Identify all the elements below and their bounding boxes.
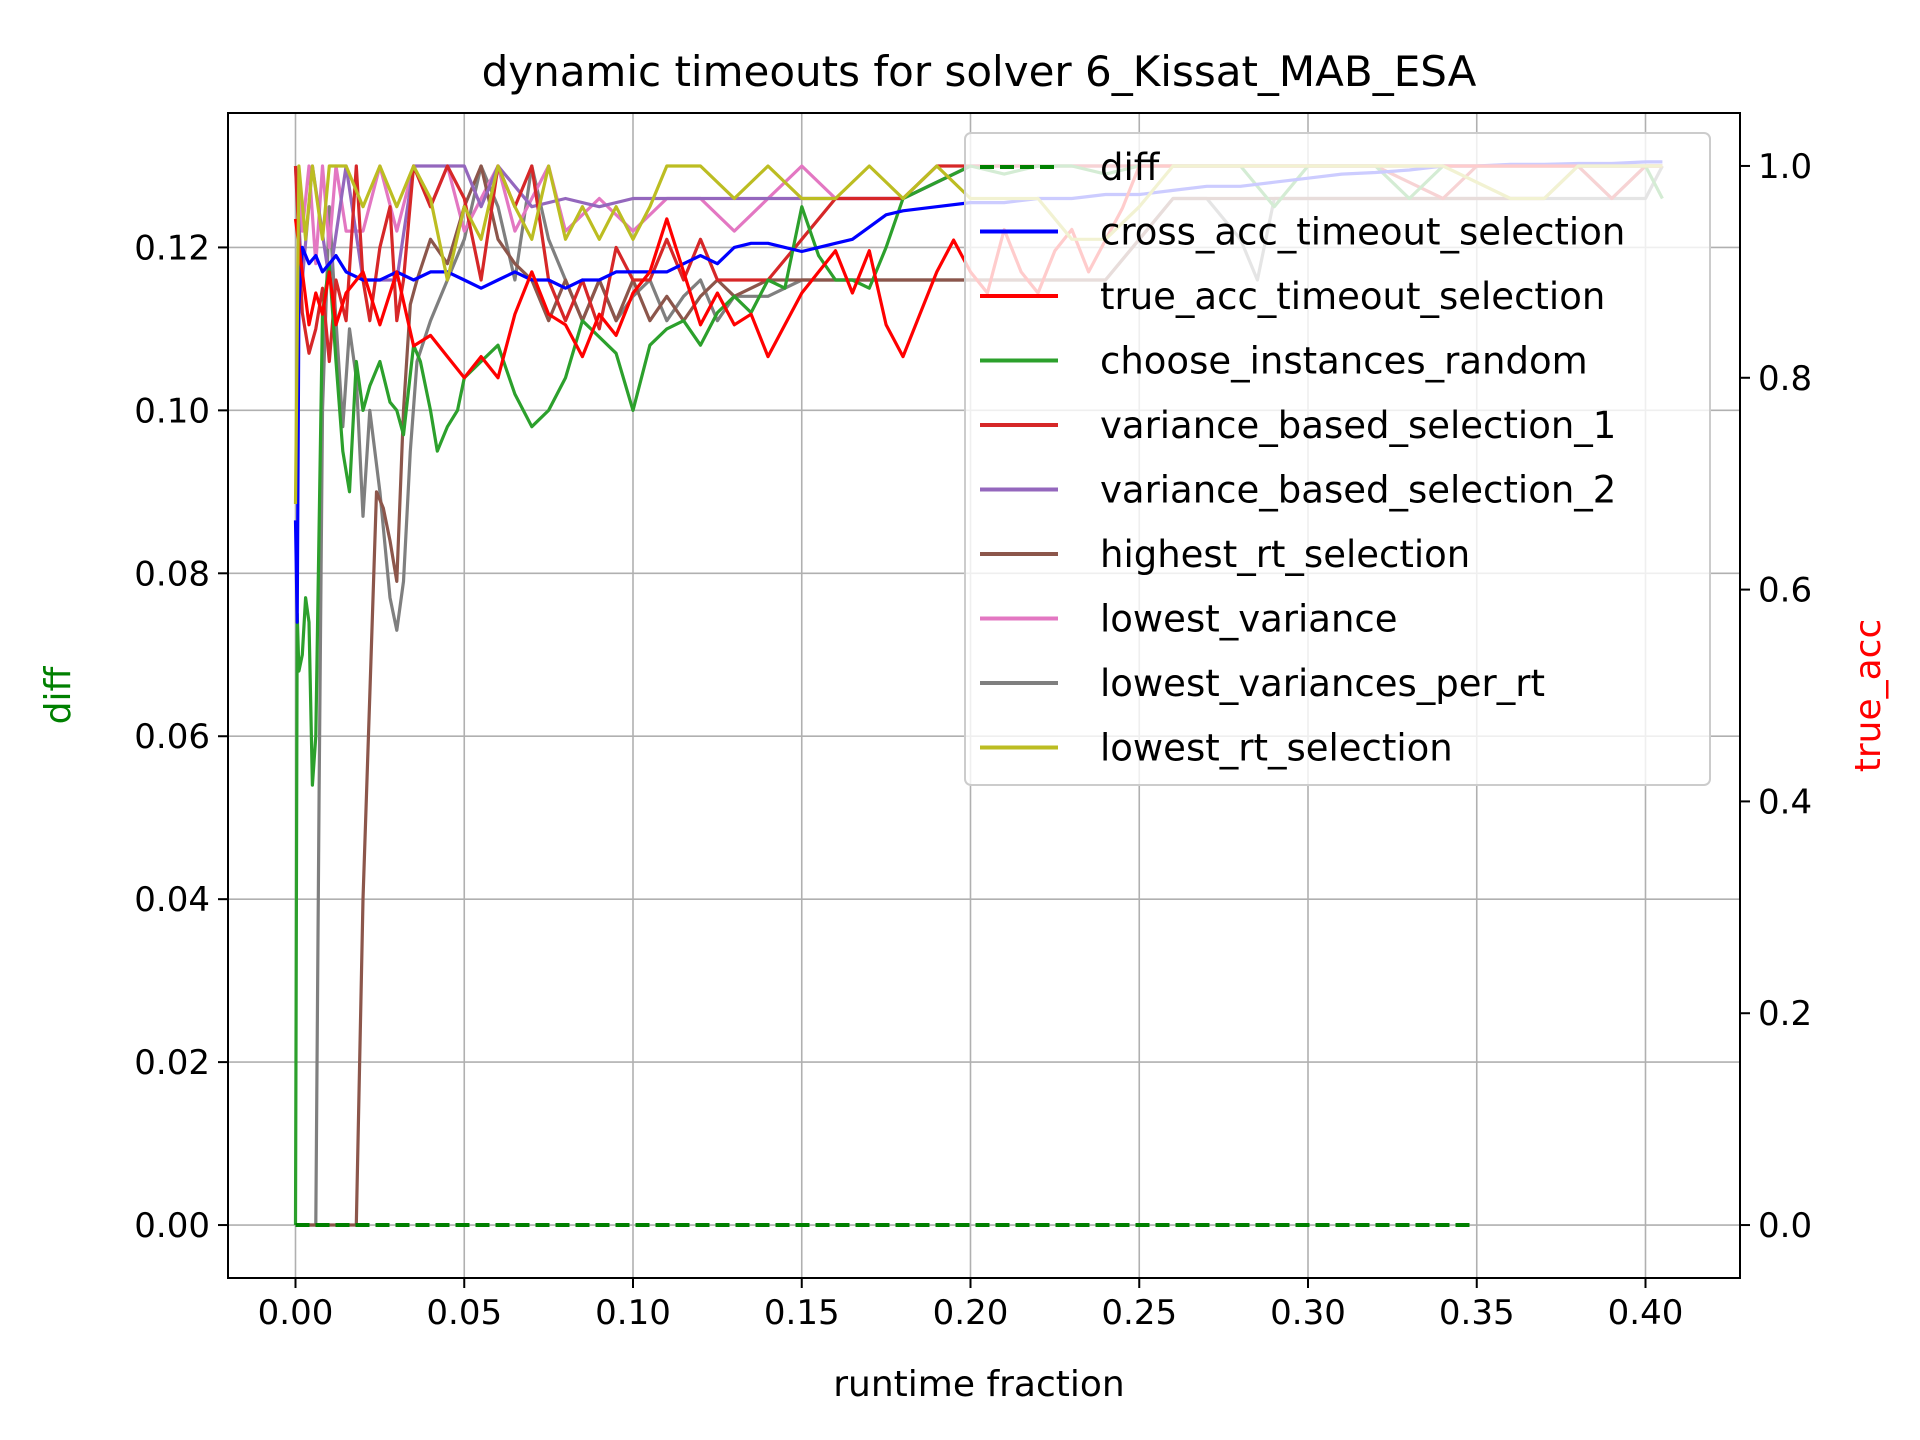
x-tick-label: 0.10 xyxy=(595,1293,671,1333)
legend: diff cross_acc_timeout_selection true_acc_… xyxy=(964,132,1711,786)
legend-label: lowest_variances_per_rt xyxy=(1100,662,1545,705)
x-tick-label: 0.35 xyxy=(1439,1293,1515,1333)
x-axis-label: runtime fraction xyxy=(833,1364,1125,1405)
y-left-tick-label: 0.10 xyxy=(134,391,210,431)
plot-frame xyxy=(227,112,1741,1279)
y-left-tick-label: 0.12 xyxy=(134,228,210,268)
y-right-tick-label: 0.8 xyxy=(1758,359,1812,399)
y-right-tick-label: 0.0 xyxy=(1758,1206,1812,1246)
legend-label: variance_based_selection_1 xyxy=(1100,404,1616,447)
y-axis-left-label: diff xyxy=(38,665,79,724)
legend-label: cross_acc_timeout_selection xyxy=(1100,211,1625,254)
y-left-tick-label: 0.02 xyxy=(134,1043,210,1083)
x-tick-label: 0.30 xyxy=(1270,1293,1346,1333)
legend-label: variance_based_selection_2 xyxy=(1100,469,1616,512)
chart-title: dynamic timeouts for solver 6_Kissat_MAB… xyxy=(482,47,1477,96)
legend-label: lowest_rt_selection xyxy=(1100,727,1453,770)
legend-label: choose_instances_random xyxy=(1100,340,1588,383)
y-right-tick-label: 0.6 xyxy=(1758,571,1812,611)
x-tick-label: 0.20 xyxy=(933,1293,1009,1333)
legend-box xyxy=(964,132,1711,786)
y-axis-right: 0.0 0.2 0.4 0.6 0.8 1.0 xyxy=(1740,147,1812,1246)
y-right-tick-label: 0.4 xyxy=(1758,782,1812,822)
legend-label: highest_rt_selection xyxy=(1100,533,1470,576)
x-tick-label: 0.25 xyxy=(1101,1293,1177,1333)
y-right-tick-label: 1.0 xyxy=(1758,147,1812,187)
x-axis: 0.00 0.05 0.10 0.15 0.20 0.25 0.30 0.35 0.40 xyxy=(258,1278,1684,1333)
legend-label: lowest_variance xyxy=(1100,598,1398,641)
y-left-tick-label: 0.06 xyxy=(134,717,210,757)
y-left-tick-label: 0.08 xyxy=(134,554,210,594)
y-axis-left: 0.00 0.02 0.04 0.06 0.08 0.10 0.12 xyxy=(134,228,228,1246)
x-tick-label: 0.05 xyxy=(426,1293,502,1333)
y-right-tick-label: 0.2 xyxy=(1758,994,1812,1034)
y-left-tick-label: 0.00 xyxy=(134,1206,210,1246)
x-tick-label: 0.15 xyxy=(764,1293,840,1333)
x-tick-label: 0.00 xyxy=(258,1293,334,1333)
legend-label: true_acc_timeout_selection xyxy=(1100,275,1605,318)
x-tick-label: 0.40 xyxy=(1608,1293,1684,1333)
y-axis-right-label: true_acc xyxy=(1848,619,1889,773)
legend-label: diff xyxy=(1100,146,1161,189)
y-left-tick-label: 0.04 xyxy=(134,880,210,920)
